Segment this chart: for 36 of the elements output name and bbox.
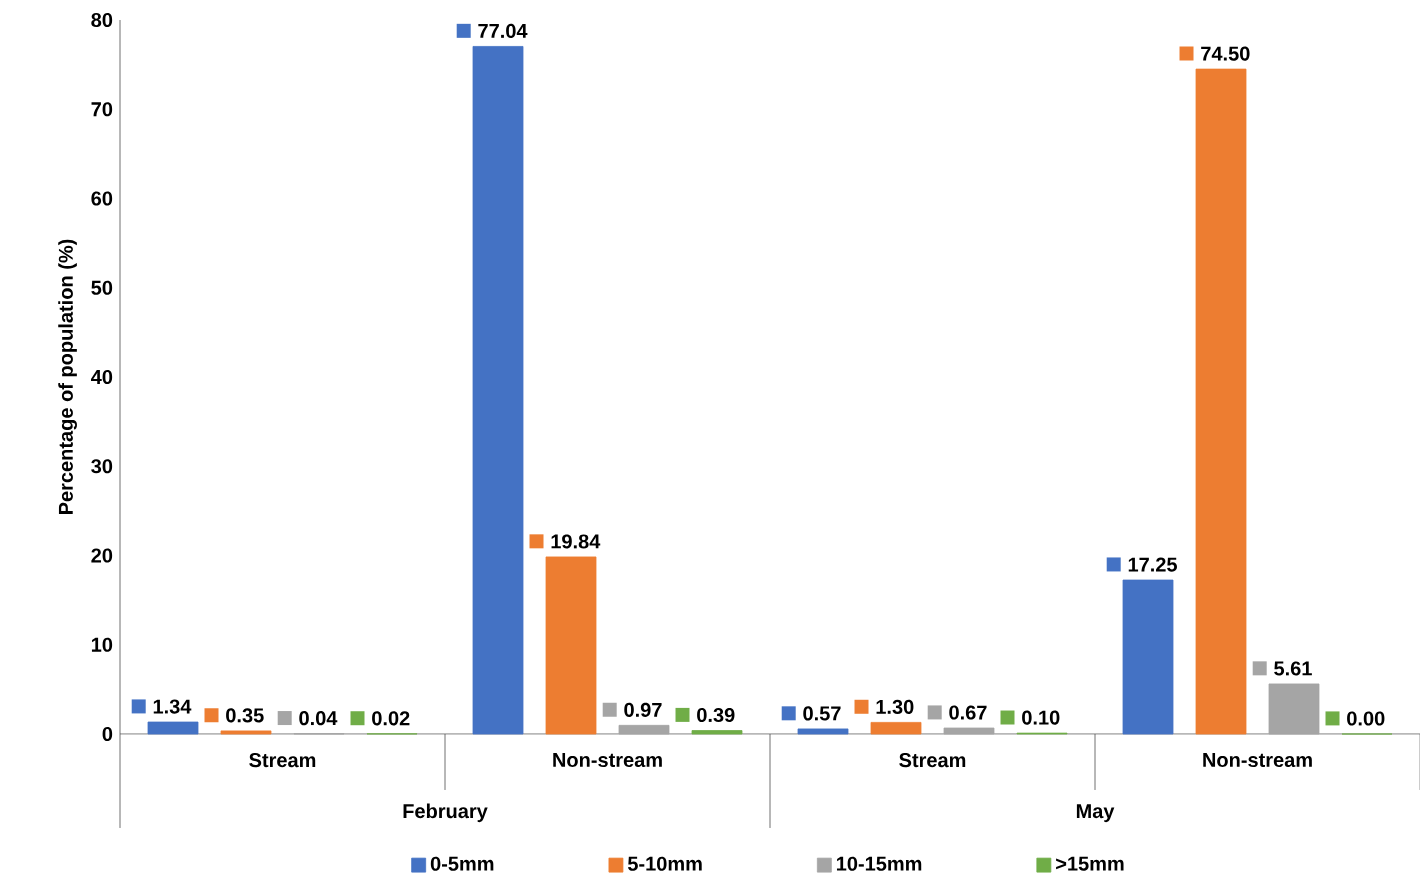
data-label: 0.35 [226, 708, 264, 723]
y-tick-label: 50 [91, 280, 113, 295]
x-tick-label: Non-stream [553, 753, 662, 768]
data-label: 0.39 [697, 707, 735, 723]
data-label: 0.04 [299, 711, 338, 726]
legend-label: >15mm [1056, 856, 1124, 871]
y-tick-label: 80 [91, 12, 113, 28]
legend-label: 5-10mm [627, 856, 702, 871]
y-tick-label: 0 [102, 726, 113, 742]
y-axis-title: Percentage of population (%) [58, 239, 77, 514]
data-label: 0.67 [949, 705, 987, 720]
data-label: 74.50 [1201, 46, 1250, 61]
data-label: 77.04 [478, 23, 528, 39]
data-label: 17.25 [1128, 557, 1177, 572]
x-tick-label: Stream [249, 753, 316, 768]
y-tick-label: 70 [91, 102, 113, 117]
y-tick-label: 40 [91, 369, 113, 385]
y-tick-label: 20 [91, 548, 113, 563]
data-label: 0.02 [372, 711, 410, 726]
data-label: 19.84 [551, 534, 601, 549]
data-label: 0.10 [1022, 710, 1060, 725]
data-label: 0.57 [803, 706, 841, 721]
data-label: 1.30 [876, 699, 914, 714]
text: February [403, 803, 488, 823]
y-tick-label: 10 [91, 637, 113, 652]
data-label: 0.00 [1347, 711, 1385, 726]
x-tick-label: Non-stream [1203, 753, 1312, 768]
legend-label: 0-5mm [430, 856, 494, 871]
legend-label: 10-15mm [836, 856, 922, 871]
x-tick-label: Stream [899, 753, 966, 768]
text: May [1076, 804, 1115, 823]
data-label: 5.61 [1274, 661, 1312, 676]
y-tick-label: 30 [91, 459, 113, 474]
data-label: 1.34 [153, 699, 192, 714]
y-tick-label: 60 [91, 191, 113, 206]
data-label: 0.97 [624, 702, 662, 717]
